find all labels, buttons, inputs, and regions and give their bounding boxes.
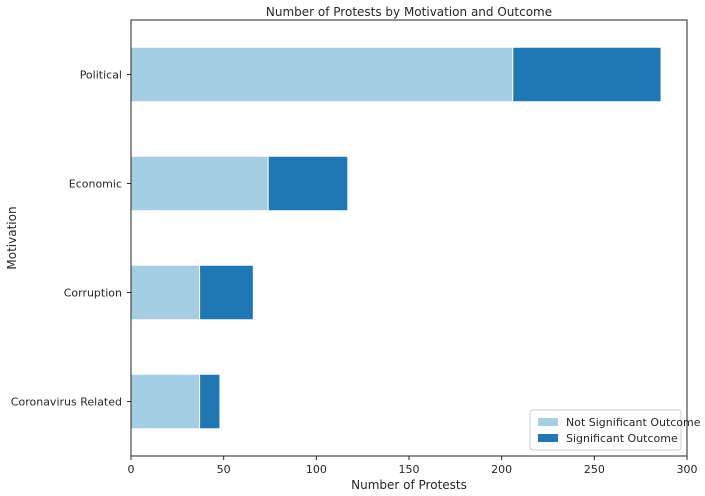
bar-corruption-not-significant [130,264,201,321]
x-tick-label: 0 [128,463,135,476]
legend-swatch [538,434,558,442]
legend: Not Significant Outcome Significant Outco… [529,409,701,451]
x-tick-label: 300 [677,463,698,476]
bar-coronavirus-related-significant [199,373,221,430]
bar-economic-significant [267,155,349,212]
bars-group [130,46,662,430]
legend-box [529,409,682,451]
y-category-label: Coronavirus Related [11,396,122,409]
y-category-label: Corruption [64,287,122,300]
bar-coronavirus-related-not-significant [130,373,201,430]
bar-corruption-significant [199,264,254,321]
chart-title: Number of Protests by Motivation and Out… [266,5,552,19]
bar-political-not-significant [130,46,514,103]
legend-label: Not Significant Outcome [566,416,701,429]
y-axis-title: Motivation [5,206,19,269]
y-category-label: Economic [69,178,122,191]
x-tick-label: 150 [399,463,420,476]
x-axis-title: Number of Protests [351,478,467,492]
x-tick-label: 50 [217,463,231,476]
legend-swatch [538,418,558,426]
bar-economic-not-significant [130,155,269,212]
x-ticks: 0 50 100 150 200 250 300 [128,456,698,476]
y-category-label: Political [80,69,122,82]
x-tick-label: 100 [306,463,327,476]
x-tick-label: 200 [491,463,512,476]
x-tick-label: 250 [584,463,605,476]
y-categories: Coronavirus Related Corruption Economic Pol… [11,69,131,409]
bar-political-significant [512,46,662,103]
legend-label: Significant Outcome [566,432,678,445]
